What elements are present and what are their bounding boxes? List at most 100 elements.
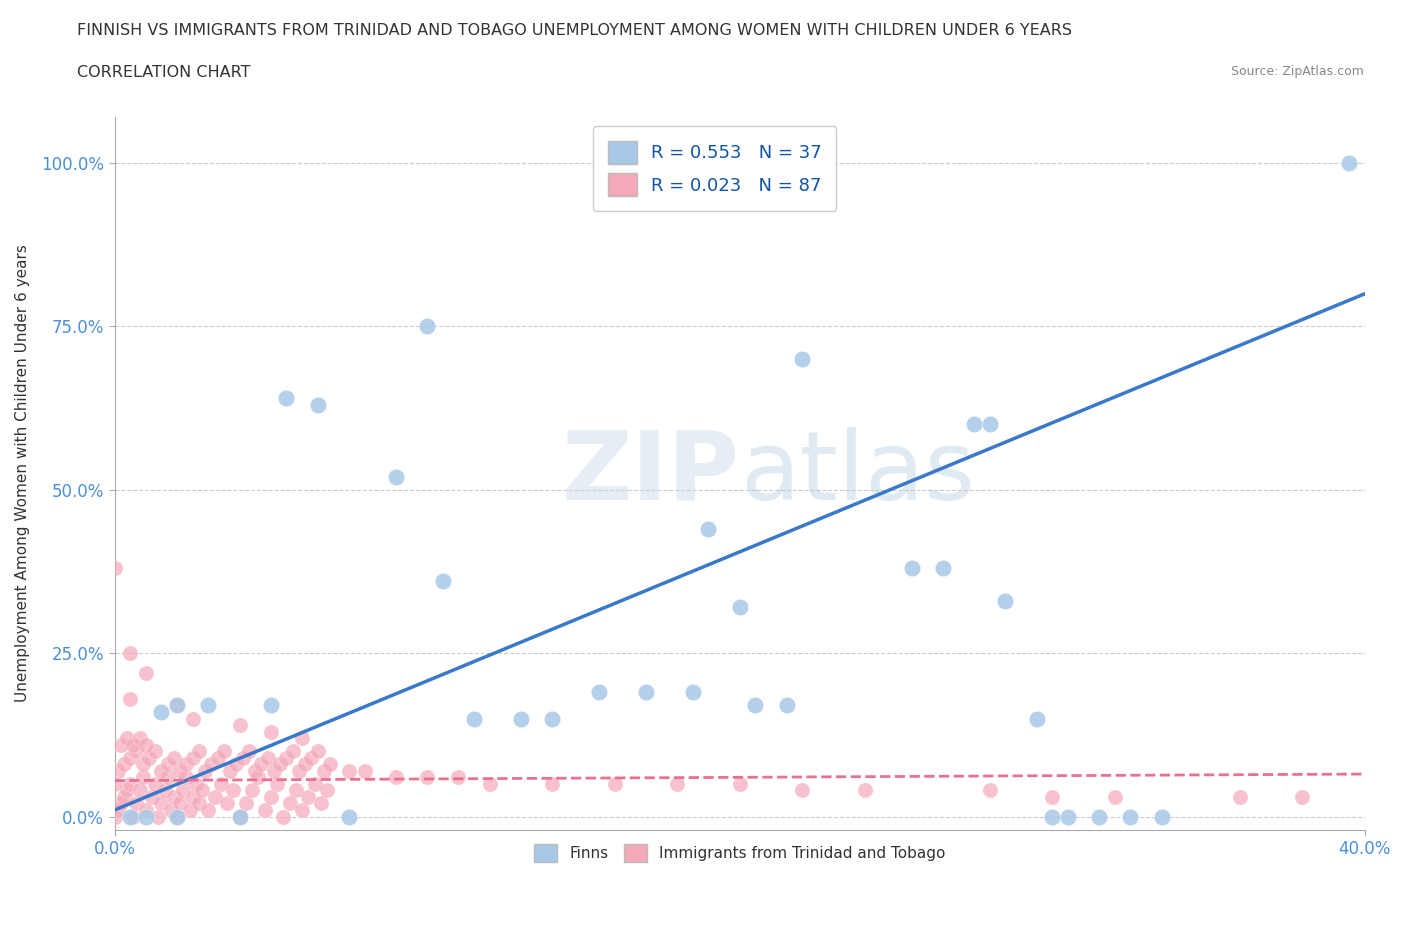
Point xyxy=(697,522,720,537)
Point xyxy=(1057,809,1080,824)
Point xyxy=(447,770,470,785)
Point xyxy=(385,470,408,485)
Point xyxy=(682,684,704,699)
Text: CORRELATION CHART: CORRELATION CHART xyxy=(77,65,250,80)
Point xyxy=(148,809,170,824)
Point xyxy=(269,757,291,772)
Point xyxy=(150,796,173,811)
Point xyxy=(228,809,250,824)
Point xyxy=(225,757,247,772)
Point xyxy=(932,561,955,576)
Point xyxy=(115,731,138,746)
Point xyxy=(138,751,160,765)
Point xyxy=(260,790,283,804)
Point xyxy=(150,705,173,720)
Point xyxy=(1040,790,1063,804)
Point xyxy=(141,790,163,804)
Point xyxy=(181,711,204,726)
Point xyxy=(256,751,278,765)
Point xyxy=(181,790,204,804)
Point xyxy=(125,796,148,811)
Point xyxy=(135,665,157,680)
Point xyxy=(247,770,270,785)
Point xyxy=(131,757,153,772)
Point xyxy=(1088,809,1111,824)
Point xyxy=(209,777,232,791)
Point xyxy=(150,764,173,778)
Point xyxy=(337,809,360,824)
Point xyxy=(103,561,125,576)
Point xyxy=(120,809,142,824)
Point xyxy=(107,803,129,817)
Point xyxy=(463,711,485,726)
Point xyxy=(103,777,125,791)
Point xyxy=(191,783,214,798)
Point xyxy=(304,777,326,791)
Point xyxy=(215,796,238,811)
Point xyxy=(159,803,181,817)
Point xyxy=(278,796,301,811)
Point xyxy=(128,783,150,798)
Point xyxy=(135,803,157,817)
Point xyxy=(1104,790,1126,804)
Point xyxy=(319,757,342,772)
Point xyxy=(200,757,222,772)
Point xyxy=(309,796,332,811)
Point xyxy=(179,803,201,817)
Point xyxy=(166,809,188,824)
Point xyxy=(122,809,145,824)
Point xyxy=(240,783,263,798)
Point xyxy=(228,718,250,733)
Point xyxy=(204,790,226,804)
Point xyxy=(135,737,157,752)
Point xyxy=(120,692,142,707)
Point xyxy=(1025,711,1047,726)
Point xyxy=(176,757,198,772)
Point xyxy=(963,417,986,432)
Point xyxy=(337,764,360,778)
Point xyxy=(103,809,125,824)
Point xyxy=(135,809,157,824)
Point xyxy=(634,684,657,699)
Point xyxy=(979,417,1001,432)
Point xyxy=(316,783,339,798)
Point xyxy=(250,757,273,772)
Point xyxy=(385,770,408,785)
Point xyxy=(153,783,176,798)
Point xyxy=(509,711,531,726)
Point xyxy=(1119,809,1142,824)
Point xyxy=(110,737,132,752)
Point xyxy=(1291,790,1313,804)
Point xyxy=(169,764,191,778)
Point xyxy=(219,764,242,778)
Point xyxy=(541,711,564,726)
Point xyxy=(169,796,191,811)
Point xyxy=(112,790,135,804)
Point xyxy=(187,744,209,759)
Point xyxy=(603,777,626,791)
Point xyxy=(1150,809,1173,824)
Point xyxy=(115,783,138,798)
Point xyxy=(307,744,329,759)
Point xyxy=(307,397,329,412)
Point xyxy=(166,698,188,713)
Point xyxy=(143,777,166,791)
Point xyxy=(228,809,250,824)
Point xyxy=(478,777,501,791)
Point xyxy=(243,764,266,778)
Text: ZIP: ZIP xyxy=(562,427,740,520)
Point xyxy=(728,777,751,791)
Point xyxy=(1339,155,1361,170)
Point xyxy=(187,796,209,811)
Point xyxy=(166,809,188,824)
Text: Source: ZipAtlas.com: Source: ZipAtlas.com xyxy=(1230,65,1364,78)
Point xyxy=(156,770,179,785)
Point xyxy=(541,777,564,791)
Text: atlas: atlas xyxy=(740,427,974,520)
Text: FINNISH VS IMMIGRANTS FROM TRINIDAD AND TOBAGO UNEMPLOYMENT AMONG WOMEN WITH CHI: FINNISH VS IMMIGRANTS FROM TRINIDAD AND … xyxy=(77,23,1073,38)
Point xyxy=(276,391,298,405)
Point xyxy=(301,751,323,765)
Point xyxy=(744,698,766,713)
Legend: Finns, Immigrants from Trinidad and Tobago: Finns, Immigrants from Trinidad and Toba… xyxy=(529,837,952,869)
Point xyxy=(122,737,145,752)
